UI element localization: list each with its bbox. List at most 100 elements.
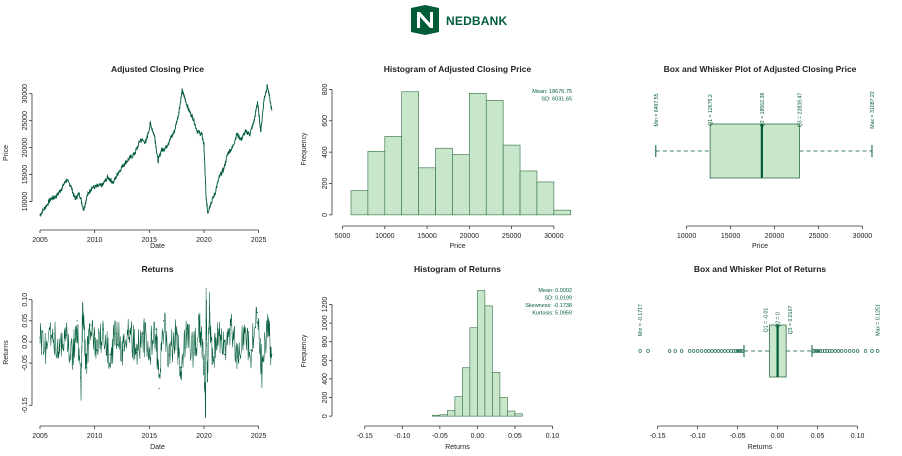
x-tick-label: -0.05 — [432, 433, 448, 440]
x-tick-label: 5000 — [335, 233, 351, 240]
y-tick-label: 800 — [322, 83, 329, 95]
data-point — [149, 122, 151, 124]
data-point — [134, 152, 136, 154]
histogram-bar — [519, 170, 538, 216]
nedbank-n-logo-icon — [411, 5, 439, 35]
y-tick-label: 0.05 — [22, 314, 29, 328]
data-point — [96, 349, 98, 351]
x-tick-label: 0.00 — [771, 433, 785, 440]
outlier-point — [691, 349, 696, 353]
data-point — [266, 320, 268, 322]
y-tick-label: 800 — [322, 336, 329, 348]
data-point — [39, 337, 41, 339]
outlier-point — [827, 349, 832, 353]
x-axis-label: Price — [752, 243, 768, 250]
x-tick-label: -0.05 — [730, 433, 746, 440]
x-axis-label: Date — [150, 444, 165, 451]
stat-label-median: Q2 = 0 — [776, 312, 782, 328]
x-axis-label: Date — [150, 243, 165, 250]
y-axis-label: Returns — [3, 340, 10, 365]
outlier-point — [710, 349, 714, 353]
data-point — [86, 195, 88, 197]
data-point — [243, 330, 245, 332]
data-point — [158, 387, 160, 390]
data-point — [256, 311, 259, 313]
data-point — [44, 206, 47, 208]
outlier-point — [836, 349, 841, 353]
x-tick-label: 2020 — [196, 433, 212, 440]
outlier-point — [818, 349, 822, 353]
histogram-bar — [452, 154, 470, 216]
data-point — [173, 130, 176, 133]
outlier-point — [833, 349, 837, 353]
outlier-point — [734, 349, 738, 353]
x-tick-label: -0.10 — [394, 433, 410, 440]
chart-title: Box and Whisker Plot of Returns — [694, 264, 827, 274]
data-point — [208, 307, 211, 309]
data-point — [90, 187, 92, 189]
y-axis-label: Frequency — [301, 334, 308, 368]
data-point — [205, 288, 207, 290]
x-tick-label: -0.15 — [650, 433, 666, 440]
outlier-point — [716, 349, 721, 353]
outlier-point — [695, 349, 700, 353]
x-tick-label: 2010 — [87, 237, 103, 244]
data-point — [50, 198, 52, 200]
data-point — [109, 354, 111, 356]
box-iqr — [709, 123, 800, 179]
data-point — [70, 184, 72, 186]
outlier-point — [646, 349, 650, 353]
data-point — [102, 328, 104, 330]
y-tick-label: 0 — [322, 213, 329, 217]
x-tick-label: 0.00 — [471, 433, 485, 440]
outlier-point — [699, 349, 704, 353]
outlier-point — [825, 349, 829, 353]
data-point — [244, 130, 247, 133]
outlier-point — [875, 349, 880, 353]
data-point — [192, 117, 194, 119]
data-point — [72, 354, 74, 356]
histogram-bar — [435, 147, 453, 216]
data-point — [203, 358, 205, 360]
x-tick-label: 0.05 — [811, 433, 825, 440]
data-point — [52, 332, 54, 335]
histogram-bar — [469, 327, 478, 417]
data-point — [204, 414, 207, 416]
data-point — [217, 328, 219, 330]
histogram-bar — [507, 410, 516, 417]
outlier-point — [830, 349, 834, 353]
data-point — [155, 328, 157, 330]
data-point — [115, 332, 118, 335]
data-point — [183, 95, 185, 97]
x-tick-label: 25000 — [809, 233, 829, 240]
data-point — [209, 203, 212, 205]
outlier-point — [851, 349, 856, 353]
x-tick-label: -0.15 — [357, 433, 373, 440]
data-point — [205, 198, 207, 200]
outlier-point — [855, 349, 860, 353]
x-tick-label: 20000 — [460, 233, 480, 240]
y-tick-label: 400 — [322, 373, 329, 385]
data-point — [107, 176, 109, 178]
data-point — [45, 347, 48, 349]
histogram-bar — [484, 305, 493, 417]
data-point — [59, 349, 61, 351]
data-point — [266, 85, 268, 87]
outlier-point — [707, 349, 711, 353]
data-point — [145, 141, 147, 143]
data-point — [55, 195, 57, 197]
data-point — [154, 136, 156, 138]
stats-label: SD: 6031.65 — [541, 97, 572, 103]
outlier-point — [863, 349, 868, 353]
data-point — [135, 351, 137, 354]
histogram-bar — [553, 209, 572, 216]
histogram-bar — [485, 100, 504, 216]
outlier-point — [823, 349, 827, 353]
x-tick-label: 10000 — [375, 233, 395, 240]
outlier-point — [737, 349, 741, 353]
x-tick-label: 2010 — [87, 433, 103, 440]
data-point — [169, 138, 171, 141]
data-point — [198, 328, 201, 330]
data-point — [39, 214, 41, 216]
data-point — [196, 130, 198, 133]
